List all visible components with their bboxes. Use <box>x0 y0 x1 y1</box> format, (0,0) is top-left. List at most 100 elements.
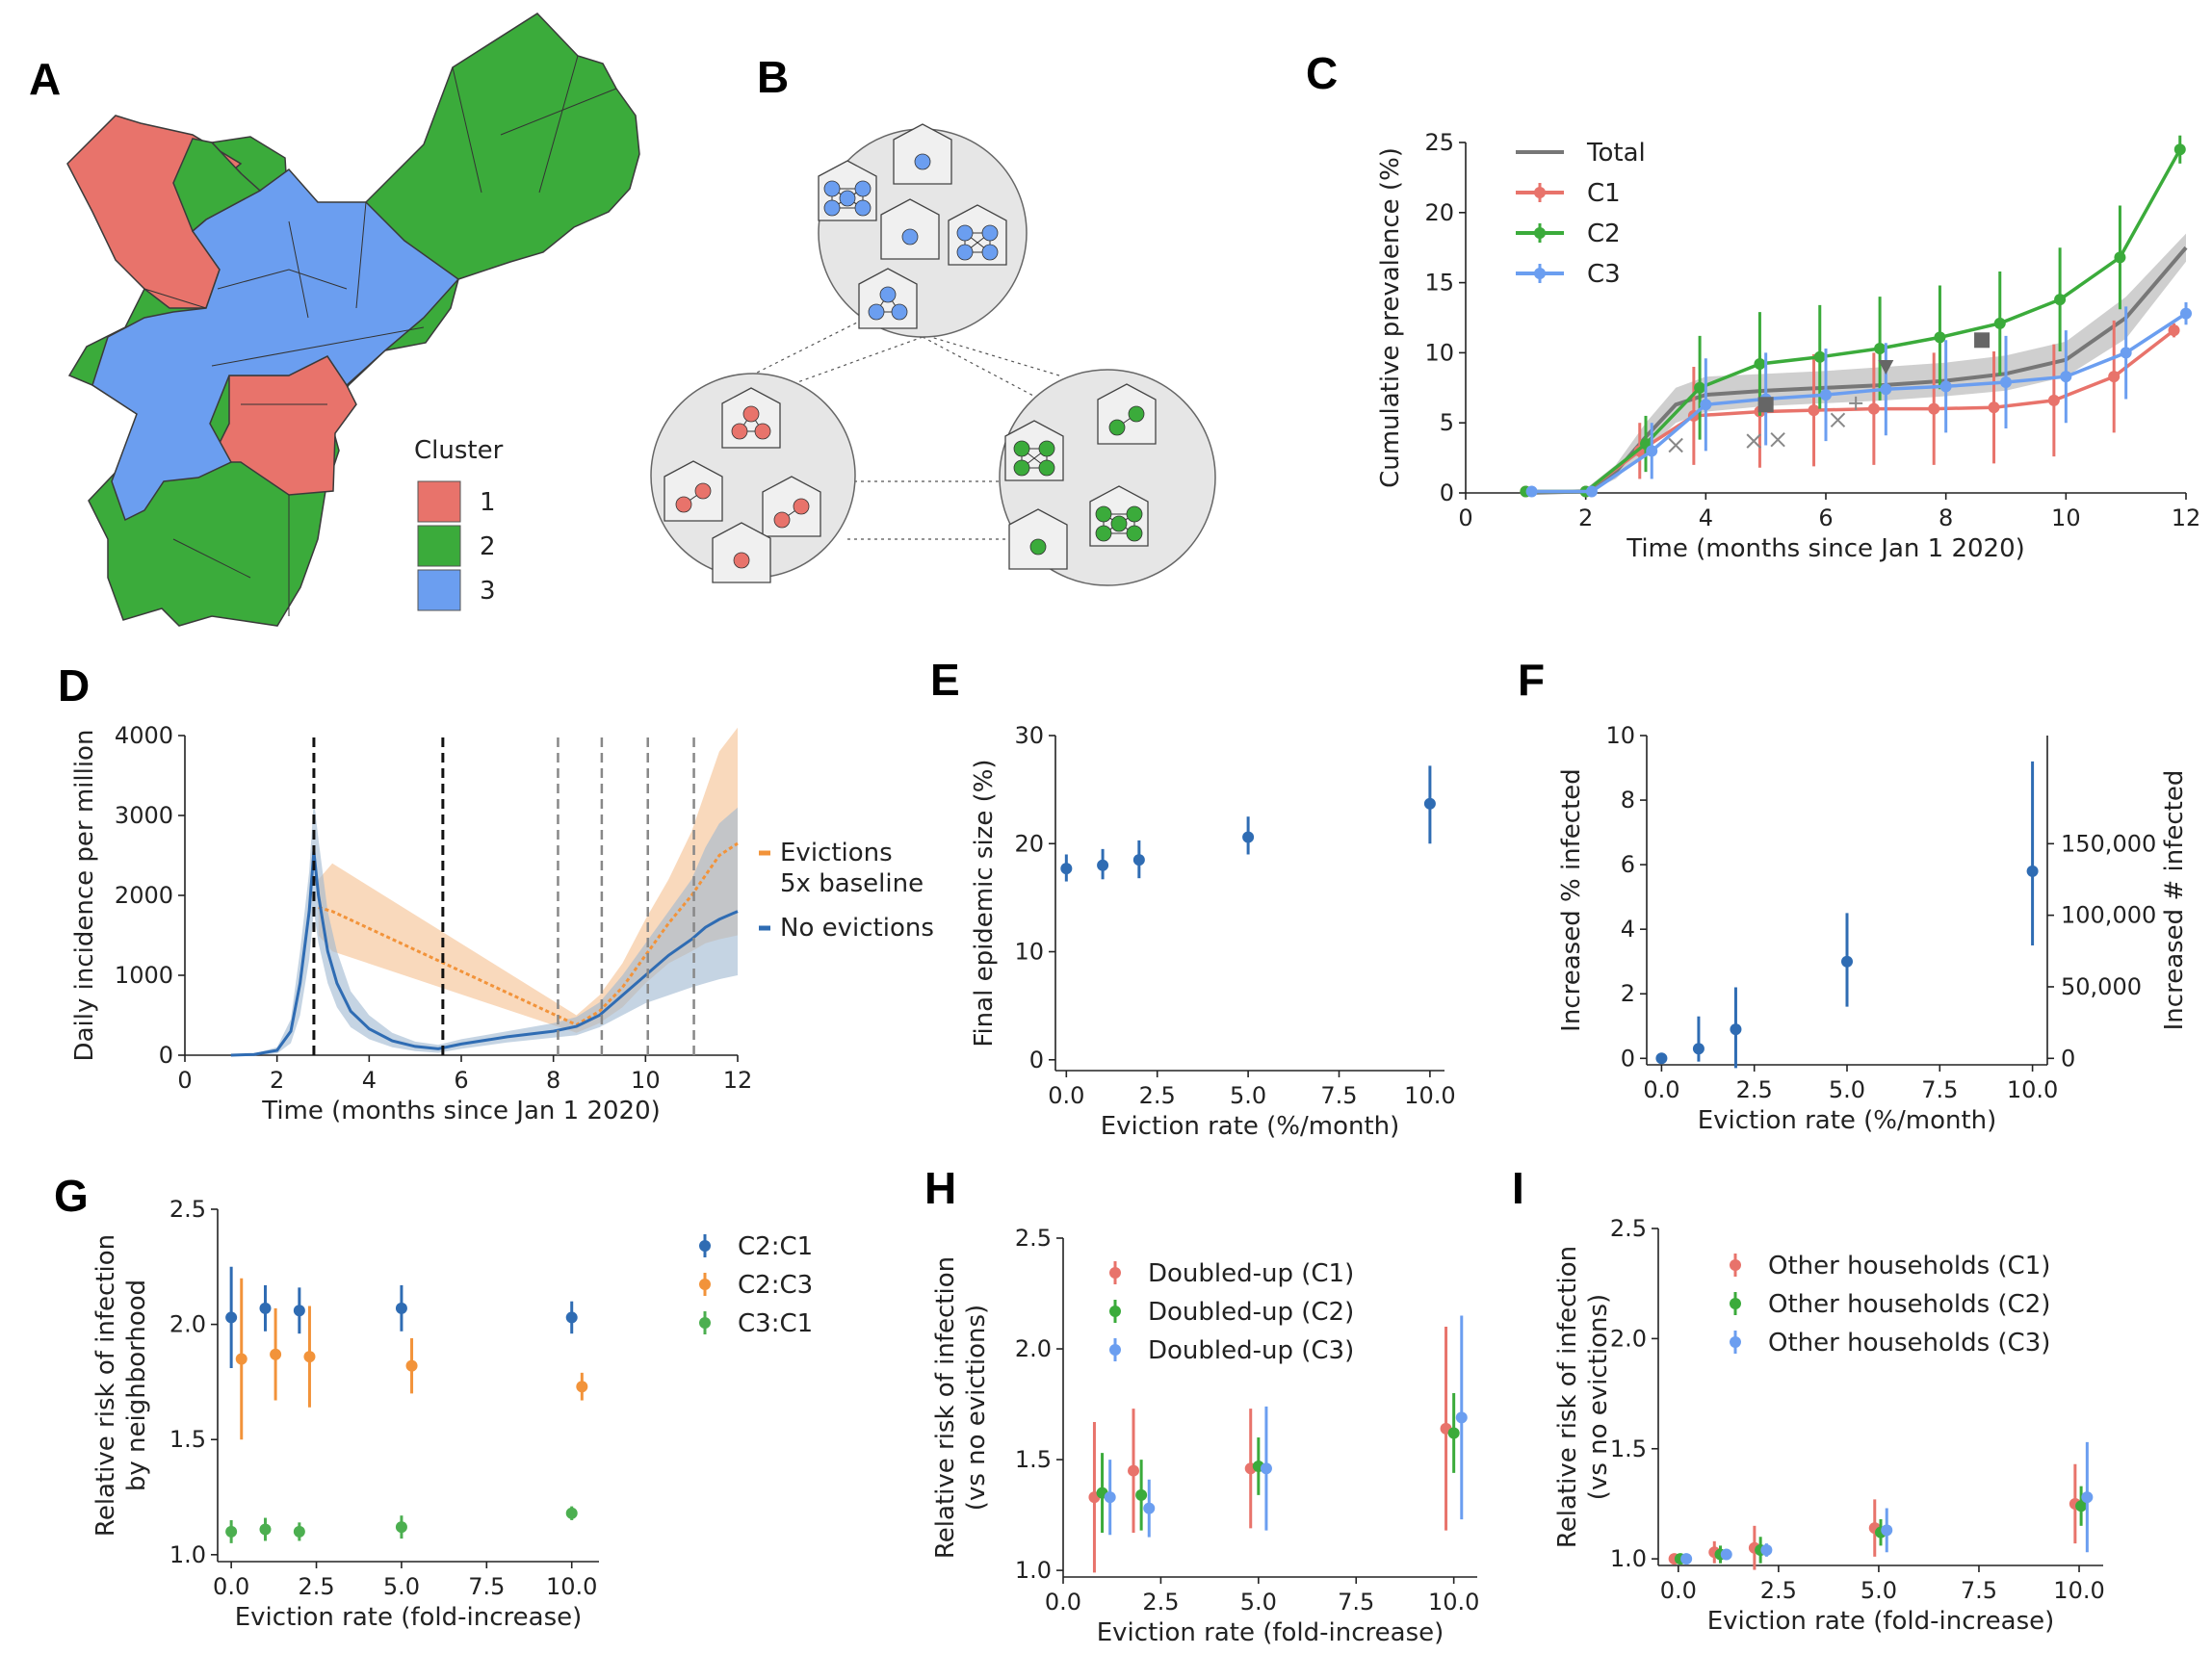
y-axis-label: Daily incidence per million <box>70 730 99 1062</box>
y-axis-label: Relative risk of infection <box>1553 1246 1582 1548</box>
panel-label-f: F <box>1518 655 1545 705</box>
y-axis-label: Final epidemic size (%) <box>970 759 999 1047</box>
person-node <box>879 286 897 303</box>
person-node <box>839 190 856 207</box>
data-point <box>699 1279 711 1290</box>
panel-label-h: H <box>924 1163 956 1213</box>
x-tick-label: 6 <box>1818 504 1833 531</box>
x-axis-label: Time (months since Jan 1 2020) <box>1626 534 2025 563</box>
data-point <box>699 1317 711 1329</box>
data-point <box>1928 402 1940 415</box>
x-tick-label: 2 <box>270 1067 284 1094</box>
data-point <box>1534 187 1546 198</box>
data-point <box>1585 485 1598 498</box>
person-node <box>1038 440 1055 457</box>
x-tick-label: 10 <box>631 1067 661 1094</box>
y-tick-label: 0 <box>1029 1047 1044 1073</box>
y-tick-label: 2.0 <box>1610 1325 1647 1352</box>
data-point <box>235 1353 247 1365</box>
panel-label-d: D <box>58 660 90 711</box>
data-point <box>1260 1462 1272 1475</box>
person-node <box>1029 538 1047 556</box>
x-tick-label: 2 <box>1578 504 1593 531</box>
panel-label-b: B <box>757 52 789 102</box>
data-point <box>1447 1427 1460 1439</box>
data-point <box>1841 955 1853 968</box>
data-point <box>259 1302 272 1314</box>
panel-label-a: A <box>29 54 61 104</box>
y2-tick-label: 150,000 <box>2061 830 2156 857</box>
y-tick-label: 20 <box>1014 830 1044 857</box>
person-node <box>754 423 771 440</box>
person-node <box>901 228 919 246</box>
person-node <box>1013 440 1030 457</box>
cluster-map <box>66 13 640 627</box>
person-node <box>956 224 974 242</box>
person-node <box>731 423 748 440</box>
y-tick-label: 1.0 <box>1610 1545 1647 1572</box>
legend-label: Other households (C1) <box>1768 1252 2050 1280</box>
x-tick-label: 5.0 <box>1829 1076 1865 1103</box>
person-node <box>694 482 712 500</box>
y-tick-label: 10 <box>1014 939 1044 966</box>
person-node <box>823 199 841 217</box>
y-tick-label: 2 <box>1621 980 1635 1007</box>
y-tick-label: 2.0 <box>1015 1335 1052 1362</box>
data-point <box>225 1525 238 1538</box>
x-tick-label: 0.0 <box>213 1573 249 1600</box>
person-node <box>1110 515 1128 532</box>
person-node <box>733 552 750 569</box>
data-point <box>1692 1043 1705 1055</box>
x-tick-label: 10.0 <box>546 1573 597 1600</box>
person-node <box>823 180 841 197</box>
x-tick-label: 0.0 <box>1045 1589 1081 1616</box>
x-tick-label: 5.0 <box>1230 1082 1266 1109</box>
x-axis-label: Eviction rate (%/month) <box>1101 1112 1400 1141</box>
y-tick-label: 30 <box>1014 722 1044 749</box>
observed-marker <box>1974 332 1991 349</box>
data-point <box>395 1521 407 1534</box>
data-point <box>1104 1491 1116 1504</box>
observed-marker <box>1878 359 1894 375</box>
data-point <box>2075 1500 2088 1513</box>
person-node <box>773 511 791 529</box>
data-point <box>2180 307 2192 320</box>
x-tick-label: 2.5 <box>1139 1082 1176 1109</box>
y-axis-label: Relative risk of infection <box>931 1256 960 1559</box>
x-tick-label: 10.0 <box>1428 1589 1479 1616</box>
y-axis-label: Relative risk of infection <box>91 1234 120 1537</box>
x-tick-label: 7.5 <box>468 1573 505 1600</box>
data-point <box>293 1305 305 1317</box>
y-tick-label: 2.5 <box>1015 1225 1052 1252</box>
household-network-icon <box>650 123 1216 586</box>
y-tick-label: 0 <box>1440 479 1454 506</box>
x-tick-label: 4 <box>362 1067 377 1094</box>
data-point <box>2054 294 2067 306</box>
x-tick-label: 10.0 <box>1404 1082 1455 1109</box>
y-axis-label: (vs no evictions) <box>1584 1294 1613 1500</box>
person-node <box>981 224 999 242</box>
data-point <box>1730 1336 1741 1348</box>
y-tick-label: 6 <box>1621 851 1635 878</box>
data-point <box>1813 350 1826 363</box>
y-axis-label: Increased % infected <box>1557 768 1586 1032</box>
map-legend-label-3: 3 <box>480 577 496 606</box>
data-point <box>1820 389 1832 401</box>
legend-label: Evictions <box>780 839 893 867</box>
data-point <box>2026 865 2039 877</box>
observed-marker <box>1830 412 1846 427</box>
data-point <box>1867 402 1880 415</box>
person-node <box>793 498 810 515</box>
legend-label: C2:C3 <box>738 1271 813 1300</box>
y-axis-label: (vs no evictions) <box>962 1305 991 1511</box>
no-evictions-line <box>230 851 739 1057</box>
y2-tick-label: 50,000 <box>2061 973 2142 1000</box>
person-node <box>891 303 908 321</box>
y-tick-label: 4 <box>1621 916 1635 943</box>
data-point <box>1109 1306 1121 1317</box>
no-evictions-ci-band <box>230 799 739 1055</box>
legend-label: Other households (C2) <box>1768 1290 2050 1319</box>
person-node <box>1126 525 1143 542</box>
person-node <box>868 303 885 321</box>
x-tick-label: 0 <box>1458 504 1472 531</box>
